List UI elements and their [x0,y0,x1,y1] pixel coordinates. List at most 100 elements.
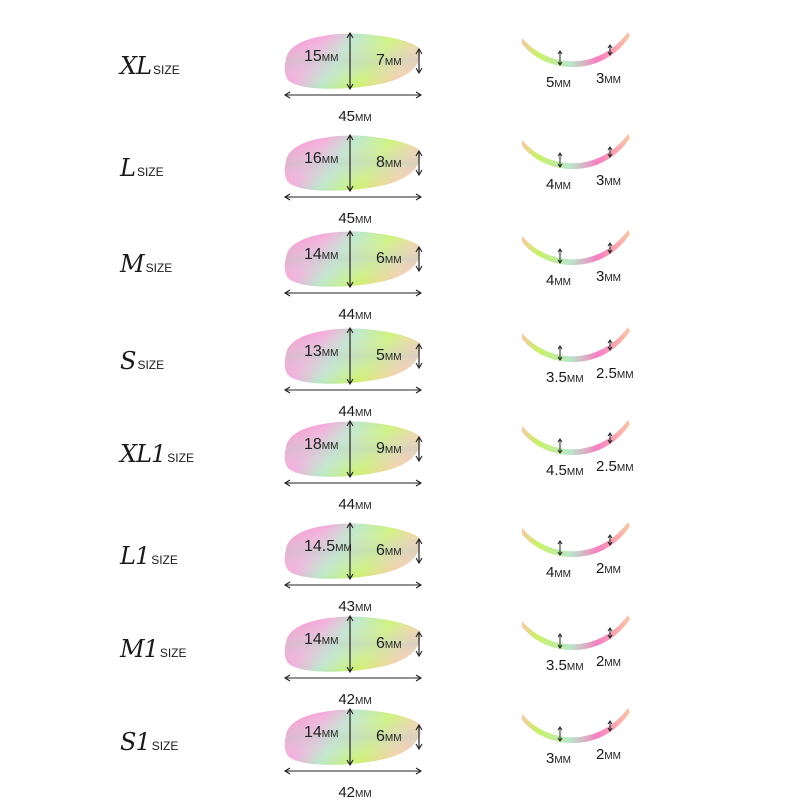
lash-pad-shape [283,229,423,297]
pad-height: 18MM [304,436,339,453]
size-row: XL1 SIZE [0,418,800,514]
pad-edge-height: 6MM [376,728,402,745]
lash-pad-shape [283,326,423,394]
pad-edge-height: 6MM [376,250,402,267]
pad-height: 15MM [304,48,339,65]
curve-center-thickness: 4MM [546,272,572,289]
size-letter: XL [120,52,152,80]
lash-pad: 14MM 6MM 42MM [280,613,430,708]
lash-curve: 4MM 3MM [520,132,640,202]
lash-pad-shape [283,521,423,589]
pad-length: 44MM [338,306,372,323]
pad-height: 14.5MM [304,538,352,555]
pad-edge-height: 6MM [376,542,402,559]
pad-height: 14MM [304,631,339,648]
size-letter: L [120,154,136,182]
size-word: SIZE [137,358,165,372]
pad-length: 43MM [338,598,372,615]
lash-curve-shape [522,134,630,170]
pad-length: 42MM [338,691,372,708]
lash-pad: 15MM 7MM 45MM [280,30,430,125]
curve-edge-thickness: 2.5MM [596,458,634,475]
size-word: SIZE [153,63,180,77]
curve-edge-thickness: 2.5MM [596,365,634,382]
size-label: XL SIZE [120,52,180,80]
lash-curve: 4MM 2MM [520,520,640,590]
size-row: S SIZE [0,325,800,421]
lash-curve-shape [522,615,630,651]
size-label: L1 SIZE [120,542,178,570]
lash-curve: 4MM 3MM [520,228,640,298]
size-letter: XL1 [120,440,166,468]
lash-curve-shape [522,708,630,744]
lash-pad-shape [283,133,423,201]
size-letter: L1 [120,542,150,570]
size-row: M SIZE [0,228,800,324]
curve-center-thickness: 4.5MM [546,462,584,479]
size-letter: M [120,250,145,278]
size-letter: S1 [120,728,151,756]
lash-pad: 14MM 6MM 42MM [280,706,430,801]
pad-height: 16MM [304,150,339,167]
lash-pad: 13MM 5MM 44MM [280,325,430,420]
lash-curve: 3.5MM 2MM [520,613,640,683]
size-word: SIZE [159,646,187,660]
size-letter: S [120,347,136,375]
size-label: XL1 SIZE [120,440,194,468]
lash-curve-shape [522,32,630,68]
curve-edge-thickness: 3MM [596,268,622,285]
lash-curve-shape [522,522,630,558]
size-word: SIZE [151,739,179,753]
curve-center-thickness: 3.5MM [546,369,584,386]
size-row: XL SIZE [0,30,800,126]
curve-center-thickness: 5MM [546,74,572,91]
lash-pad: 14.5MM 6MM 43MM [280,520,430,615]
size-row: L SIZE [0,132,800,228]
size-label: M SIZE [120,250,172,278]
size-word: SIZE [136,165,164,179]
curve-edge-thickness: 2MM [596,746,622,763]
curve-edge-thickness: 2MM [596,560,622,577]
pad-length: 44MM [338,403,372,420]
curve-center-thickness: 4MM [546,564,572,581]
pad-edge-height: 9MM [376,440,402,457]
lash-curve-shape [522,420,630,456]
pad-height: 13MM [304,343,339,360]
lash-pad-shape [283,31,423,99]
lash-curve: 3.5MM 2.5MM [520,325,640,395]
lash-pad: 16MM 8MM 45MM [280,132,430,227]
curve-center-thickness: 3MM [546,750,572,767]
size-label: M1 SIZE [120,635,187,663]
lash-pad-shape [283,419,423,487]
size-label: S1 SIZE [120,728,178,756]
size-word: SIZE [167,451,194,465]
lash-curve-shape [522,230,630,266]
size-letter: M1 [120,635,159,663]
pad-height: 14MM [304,246,339,263]
lash-pad-shape [283,707,423,775]
pad-length: 45MM [338,108,372,125]
lash-pad: 14MM 6MM 44MM [280,228,430,323]
curve-center-thickness: 4MM [546,176,572,193]
pad-edge-height: 5MM [376,347,402,364]
pad-edge-height: 8MM [376,154,402,171]
pad-edge-height: 7MM [376,52,402,69]
lash-curve: 4.5MM 2.5MM [520,418,640,488]
pad-height: 14MM [304,724,339,741]
pad-edge-height: 6MM [376,635,402,652]
size-row: M1 SIZE [0,613,800,709]
lash-pad: 18MM 9MM 44MM [280,418,430,513]
size-row: L1 SIZE [0,520,800,616]
lash-curve: 3MM 2MM [520,706,640,776]
lash-curve: 5MM 3MM [520,30,640,100]
lash-curve-shape [522,327,630,363]
size-word: SIZE [145,261,173,275]
curve-edge-thickness: 3MM [596,172,622,189]
size-label: S SIZE [120,347,164,375]
curve-edge-thickness: 2MM [596,653,622,670]
lash-pad-shape [283,614,423,682]
curve-edge-thickness: 3MM [596,70,622,87]
curve-center-thickness: 3.5MM [546,657,584,674]
pad-length: 42MM [338,784,372,801]
pad-length: 44MM [338,496,372,513]
